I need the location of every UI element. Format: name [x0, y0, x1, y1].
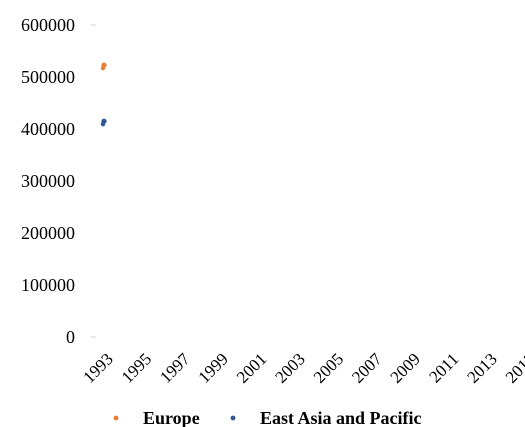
x-tick-label: 2015	[502, 349, 525, 386]
y-tick-label: 500000	[21, 67, 75, 87]
x-tick-label: 1995	[118, 349, 155, 386]
y-tick-label: 0	[66, 327, 75, 347]
data-point-europe	[100, 65, 106, 71]
legend-label: Europe	[143, 408, 200, 427]
y-axis: 0 100000 200000 300000 400000 500000 600000	[21, 15, 96, 347]
legend-marker	[230, 415, 236, 421]
x-tick-label: 2005	[310, 349, 347, 386]
y-tick-label: 600000	[21, 15, 75, 35]
x-tick-label: 2009	[387, 349, 424, 386]
x-tick-label: 1993	[79, 349, 116, 386]
y-tick-label: 300000	[21, 171, 75, 191]
x-tick-label: 2007	[348, 349, 386, 387]
legend-label: East Asia and Pacific	[260, 408, 422, 427]
x-tick-label: 1997	[156, 349, 194, 387]
y-tick-label: 200000	[21, 223, 75, 243]
data-point-east-asia-pacific	[100, 122, 106, 127]
x-tick-label: 2011	[425, 349, 462, 386]
x-tick-label: 1999	[195, 349, 232, 386]
plot-area	[100, 62, 107, 127]
legend: Europe East Asia and Pacific	[113, 408, 422, 427]
y-tick-label: 100000	[21, 275, 75, 295]
x-tick-label: 2001	[233, 349, 270, 386]
x-tick-label: 2013	[463, 349, 500, 386]
y-tick-label: 400000	[21, 119, 75, 139]
legend-marker	[113, 415, 119, 421]
x-axis: 1993 1995 1997 1999 2001 2003 2005 2007 2009 2011…	[79, 349, 525, 387]
x-tick-label: 2003	[271, 349, 308, 386]
